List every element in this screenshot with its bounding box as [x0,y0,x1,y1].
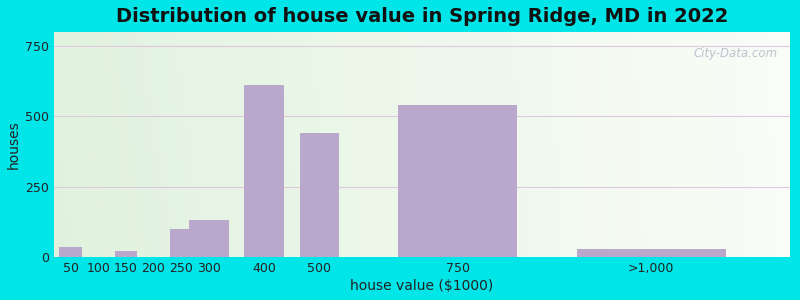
Bar [170,229,192,257]
Bar [189,220,229,257]
Bar [114,251,137,257]
Bar [577,249,726,257]
Bar [59,247,82,257]
Bar [244,85,284,257]
Y-axis label: houses: houses [7,120,21,169]
Bar [398,105,518,257]
X-axis label: house value ($1000): house value ($1000) [350,279,494,293]
Bar [299,133,339,257]
Text: City-Data.com: City-Data.com [694,47,778,60]
Title: Distribution of house value in Spring Ridge, MD in 2022: Distribution of house value in Spring Ri… [115,7,728,26]
